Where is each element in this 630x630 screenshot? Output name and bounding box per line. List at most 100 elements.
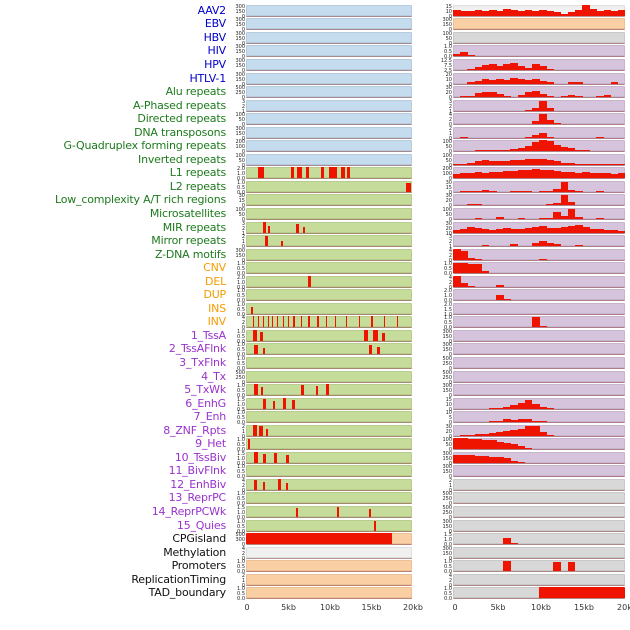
hist-bar bbox=[560, 194, 569, 206]
y-tick-label: 0.0 bbox=[237, 284, 245, 291]
y-tick-label: 30 bbox=[445, 193, 452, 200]
track-row: 14_ReprPCWk 1.5 1.0 0.0 500 250 0 bbox=[0, 505, 630, 521]
hist-bar bbox=[589, 96, 597, 98]
hist-bar bbox=[460, 136, 468, 138]
y-tick-label: 300 bbox=[442, 464, 452, 471]
row-label: G-Quadruplex forming repeats bbox=[63, 139, 227, 153]
hist-bar bbox=[582, 150, 590, 152]
y-axis-ticks: 30 20 0 bbox=[412, 85, 453, 101]
hist-bar bbox=[531, 420, 540, 423]
data-bar bbox=[315, 386, 319, 396]
y-tick-label: 500 bbox=[235, 532, 245, 539]
y-axis-ticks: 500 250 0 bbox=[229, 86, 246, 101]
row-label: L2 repeats bbox=[169, 179, 226, 193]
y-tick-label: 0.0 bbox=[237, 365, 245, 372]
data-bar bbox=[254, 480, 258, 490]
data-bar bbox=[287, 316, 289, 328]
row-label: Methylation bbox=[163, 545, 226, 559]
hist-bar bbox=[553, 12, 561, 16]
y-axis-ticks: 1.0 0.5 0.0 bbox=[229, 301, 246, 317]
y-tick-label: 1.5 bbox=[237, 505, 245, 511]
track-plot-right bbox=[453, 533, 625, 546]
y-tick-label: 2.0 bbox=[444, 288, 452, 295]
hist-bar bbox=[467, 95, 475, 98]
track-row: Methylation 4 2 0 300 150 0 bbox=[0, 545, 630, 561]
hist-bar bbox=[503, 204, 511, 206]
y-tick-label: 1.0 bbox=[237, 301, 245, 308]
hist-bar bbox=[474, 161, 483, 165]
data-bar bbox=[262, 347, 266, 355]
track-row: MIR repeats 3 2 1 30 20 10 bbox=[0, 221, 630, 236]
y-axis-ticks: 100 50 0 bbox=[412, 153, 453, 168]
hist-bar bbox=[481, 204, 490, 206]
hist-bar bbox=[539, 421, 547, 423]
hist-bar bbox=[553, 561, 561, 572]
hist-bar bbox=[560, 215, 569, 219]
hist-bar bbox=[460, 245, 468, 247]
hist-bar bbox=[610, 230, 619, 233]
y-tick-label: 1.0 bbox=[237, 401, 245, 408]
hist-bar bbox=[546, 141, 554, 152]
track-plot-left bbox=[246, 72, 412, 85]
track-plot-right bbox=[453, 302, 625, 315]
hist-bar bbox=[510, 405, 518, 409]
track-row: TAD_boundary 1.0 0.5 0.0 1.0 0.5 0.0 bbox=[0, 586, 630, 603]
y-tick-label: 0.0 bbox=[444, 54, 452, 61]
data-bar bbox=[308, 275, 311, 287]
hist-bar bbox=[517, 403, 526, 409]
track-row: Mirror repeats 2 1 0 3 2 1 bbox=[0, 234, 630, 250]
y-tick-label: 1.5 bbox=[444, 306, 452, 313]
row-label: AAV2 bbox=[197, 3, 227, 17]
y-tick-label: 0.0 bbox=[237, 596, 245, 603]
track-plot-right bbox=[453, 316, 625, 329]
hist-bar bbox=[496, 172, 504, 179]
hist-bar bbox=[524, 447, 533, 450]
y-axis-ticks: 1.0 0.5 0.0 bbox=[229, 465, 246, 480]
y-axis-ticks: 1.0 0.5 0.0 bbox=[412, 560, 453, 575]
y-tick-label: 300 bbox=[442, 328, 452, 335]
hist-bar bbox=[539, 65, 547, 70]
hist-bar bbox=[610, 82, 619, 84]
y-axis-ticks: 300 150 0 bbox=[412, 451, 453, 466]
hist-bar bbox=[510, 160, 518, 165]
row-label: HBV bbox=[203, 30, 227, 44]
hist-bar bbox=[539, 241, 547, 247]
hist-bar bbox=[603, 204, 612, 206]
y-tick-label: 1.0 bbox=[444, 315, 452, 322]
hist-bar bbox=[574, 95, 583, 98]
y-tick-label: 2 bbox=[241, 103, 245, 110]
hist-bar bbox=[589, 172, 597, 179]
hist-bar bbox=[496, 229, 504, 233]
hist-bar bbox=[467, 190, 475, 192]
y-axis-ticks: 1.5 1.0 0.0 bbox=[412, 533, 453, 548]
y-tick-label: 1.0 bbox=[237, 383, 245, 390]
track-row: 8_ZNF_Rpts 2 1 0 30 20 0 bbox=[0, 424, 630, 439]
y-tick-label: 150 bbox=[235, 35, 245, 42]
track-plot-left bbox=[246, 235, 412, 248]
row-label: TAD_boundary bbox=[148, 586, 227, 600]
y-tick-label: 30 bbox=[445, 85, 452, 92]
y-tick-label: 1.0 bbox=[237, 455, 245, 462]
hist-bar bbox=[567, 148, 576, 152]
data-bar bbox=[262, 316, 264, 328]
x-tick-label: 5kb bbox=[490, 603, 506, 613]
y-tick-label: 15 bbox=[445, 3, 452, 10]
track-plot-right bbox=[453, 356, 625, 369]
row-label: 10_TssBiv bbox=[174, 450, 226, 464]
hist-bar bbox=[603, 95, 612, 98]
y-axis-ticks: 1.0 0.5 0.0 bbox=[229, 492, 246, 507]
y-tick-label: 50 bbox=[238, 211, 245, 218]
hist-bar bbox=[510, 244, 518, 247]
hist-bar bbox=[503, 9, 511, 16]
y-tick-label: 2.5 bbox=[444, 67, 452, 74]
track-row: Directed repeats 100 50 0 4 2 0 bbox=[0, 112, 630, 128]
hist-bar bbox=[488, 150, 497, 152]
y-tick-label: 150 bbox=[442, 455, 452, 462]
hist-bar bbox=[503, 419, 511, 423]
x-tick-label: 20kb bbox=[403, 603, 423, 613]
hist-bar bbox=[603, 150, 612, 152]
row-label: EBV bbox=[204, 17, 226, 31]
